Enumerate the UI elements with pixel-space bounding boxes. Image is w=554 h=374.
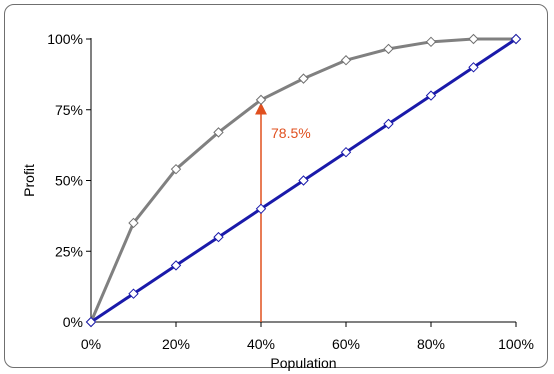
x-tick-label: 60%: [332, 336, 360, 352]
data-point-marker: [128, 288, 139, 299]
y-tick-label: 50%: [55, 173, 83, 189]
data-point-marker: [425, 90, 437, 101]
data-point-marker: [255, 94, 267, 106]
data-point-marker: [170, 260, 182, 271]
data-point-marker: [213, 231, 224, 243]
markers-layer: [85, 33, 522, 328]
y-tick-label: 0%: [63, 314, 83, 330]
data-point-marker: [468, 62, 479, 73]
data-point-marker: [468, 33, 479, 45]
data-point-marker: [170, 163, 182, 175]
y-tick-label: 25%: [55, 243, 83, 259]
data-point-marker: [383, 43, 394, 55]
x-axis-title: Population: [270, 355, 336, 371]
data-point-marker: [425, 36, 437, 48]
x-tick-label: 40%: [247, 336, 275, 352]
data-point-marker: [298, 73, 309, 84]
data-point-marker: [298, 175, 309, 186]
data-point-marker: [340, 146, 352, 158]
data-point-marker: [510, 33, 522, 45]
y-axis-title: Profit: [21, 164, 37, 197]
x-tick-label: 100%: [498, 336, 534, 352]
x-tick-label: 20%: [162, 336, 190, 352]
data-point-marker: [340, 55, 352, 66]
data-point-marker: [383, 118, 394, 130]
data-point-marker: [128, 217, 139, 229]
chart-frame: [4, 4, 548, 368]
x-tick-label: 0%: [81, 336, 101, 352]
axes: [86, 38, 517, 327]
y-tick-label: 75%: [55, 102, 83, 118]
labels-layer: 0% 25% 50% 75% 100% 0% 20% 40% 60% 80% 100% Populat…: [21, 31, 534, 371]
data-point-marker: [85, 316, 97, 328]
data-point-marker: [255, 203, 267, 215]
x-tick-label: 80%: [417, 336, 445, 352]
annotation-label: 78.5%: [271, 125, 311, 141]
data-point-marker: [213, 127, 224, 138]
y-tick-label: 100%: [47, 31, 83, 47]
